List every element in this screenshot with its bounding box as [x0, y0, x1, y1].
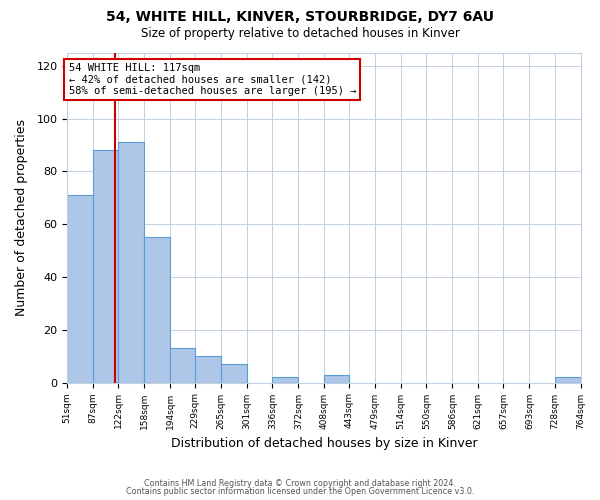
Bar [221, 364, 247, 382]
X-axis label: Distribution of detached houses by size in Kinver: Distribution of detached houses by size … [170, 437, 477, 450]
Text: 54, WHITE HILL, KINVER, STOURBRIDGE, DY7 6AU: 54, WHITE HILL, KINVER, STOURBRIDGE, DY7… [106, 10, 494, 24]
Bar [144, 238, 170, 382]
Text: 54 WHITE HILL: 117sqm
← 42% of detached houses are smaller (142)
58% of semi-det: 54 WHITE HILL: 117sqm ← 42% of detached … [68, 63, 356, 96]
Bar [67, 195, 93, 382]
Text: Size of property relative to detached houses in Kinver: Size of property relative to detached ho… [140, 28, 460, 40]
Bar [118, 142, 144, 382]
Bar [196, 356, 221, 382]
Bar [554, 378, 581, 382]
Bar [272, 378, 298, 382]
Bar [93, 150, 118, 382]
Text: Contains public sector information licensed under the Open Government Licence v3: Contains public sector information licen… [126, 487, 474, 496]
Text: Contains HM Land Registry data © Crown copyright and database right 2024.: Contains HM Land Registry data © Crown c… [144, 478, 456, 488]
Bar [324, 374, 349, 382]
Y-axis label: Number of detached properties: Number of detached properties [15, 119, 28, 316]
Bar [170, 348, 196, 382]
